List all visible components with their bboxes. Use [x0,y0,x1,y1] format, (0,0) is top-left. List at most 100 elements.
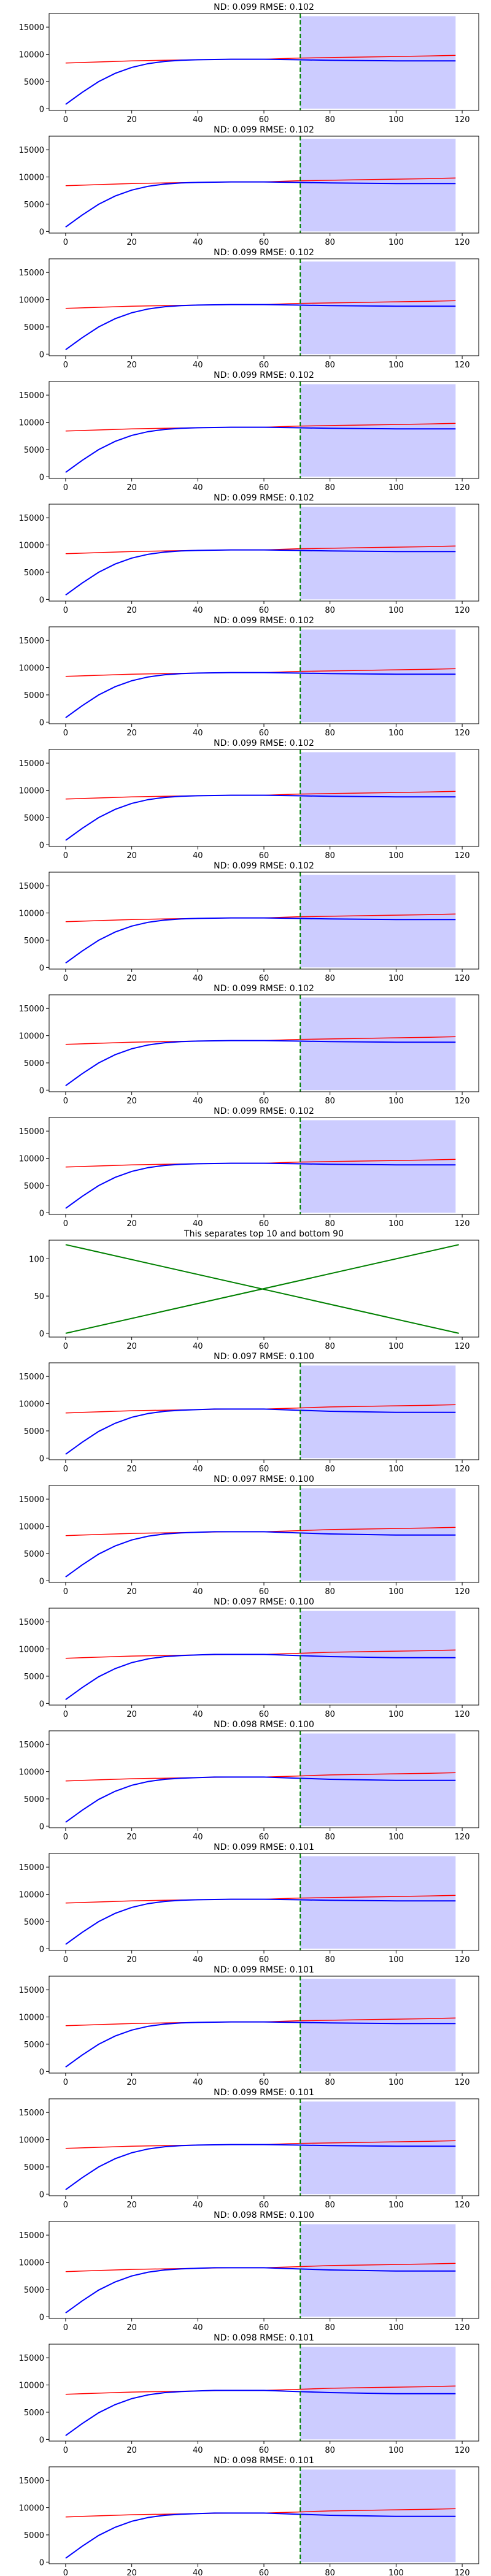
chart-title: ND: 0.098 RMSE: 0.101 [214,2333,314,2343]
forecast-series-line [65,1898,456,1945]
y-tick-label: 10000 [19,1523,44,1532]
x-tick-label: 0 [63,1955,68,1965]
chart-title: ND: 0.099 RMSE: 0.102 [214,861,314,871]
x-tick-label: 20 [126,729,137,738]
x-tick-label: 100 [389,483,404,493]
forecast-series-line [65,426,456,473]
forecast-series-line [65,1162,456,1209]
y-tick-label: 15000 [19,1863,44,1873]
x-tick-label: 120 [455,2201,470,2210]
chart-panel: ND: 0.099 RMSE: 0.102 0 20 40 60 80 100 120 0 500… [19,370,479,493]
x-tick-label: 100 [389,2323,404,2333]
y-tick-label: 10000 [19,174,44,183]
x-tick-label: 20 [126,2569,137,2576]
x-tick-label: 80 [325,1955,335,1965]
x-tick-label: 40 [193,2201,203,2210]
y-tick-label: 5000 [24,691,44,700]
x-tick-label: 120 [455,1587,470,1597]
y-tick-label: 15000 [19,2231,44,2241]
y-tick-label: 15000 [19,1618,44,1627]
x-tick-label: 60 [259,2323,269,2333]
x-tick-label: 100 [389,115,404,125]
chart-title: ND: 0.099 RMSE: 0.101 [214,2088,314,2098]
x-tick-label: 80 [325,1587,335,1597]
forecast-series-line [65,58,456,105]
x-tick-label: 120 [455,974,470,983]
x-tick-label: 0 [63,1587,68,1597]
x-tick-label: 100 [389,1097,404,1106]
x-tick-label: 60 [259,606,269,615]
forecast-series-line [65,549,456,596]
y-tick-label: 0 [39,2558,44,2567]
y-tick-label: 5000 [24,1427,44,1436]
y-tick-label: 10000 [19,2259,44,2268]
y-tick-label: 5000 [24,1918,44,1927]
x-tick-label: 80 [325,2078,335,2087]
x-tick-label: 120 [455,2323,470,2333]
x-tick-label: 40 [193,2446,203,2455]
x-tick-label: 20 [126,1465,137,1474]
chart-title: ND: 0.099 RMSE: 0.101 [214,1965,314,1975]
y-tick-label: 50 [34,1292,44,1301]
y-tick-label: 0 [39,1086,44,1095]
x-tick-label: 60 [259,238,269,247]
y-tick-label: 5000 [24,937,44,946]
chart-title: ND: 0.097 RMSE: 0.100 [214,1597,314,1607]
x-tick-label: 120 [455,1097,470,1106]
y-tick-label: 5000 [24,1550,44,1559]
y-tick-label: 10000 [19,2136,44,2145]
chart-title: ND: 0.097 RMSE: 0.100 [214,1474,314,1484]
y-tick-label: 15000 [19,1986,44,1995]
chart-panel: ND: 0.098 RMSE: 0.100 0 20 40 60 80 100 120 0 500… [19,1720,479,1842]
x-tick-label: 80 [325,238,335,247]
x-tick-label: 20 [126,1219,137,1229]
chart-panel: ND: 0.098 RMSE: 0.101 0 20 40 60 80 100 120 0 500… [19,2456,479,2576]
x-tick-label: 20 [126,606,137,615]
x-tick-label: 120 [455,238,470,247]
forecast-series-line [65,1408,456,1455]
chart-title: ND: 0.099 RMSE: 0.102 [214,2,314,12]
x-tick-label: 0 [63,1097,68,1106]
chart-title: ND: 0.098 RMSE: 0.100 [214,2210,314,2220]
y-tick-label: 100 [29,1255,44,1264]
x-tick-label: 40 [193,1097,203,1106]
x-tick-label: 40 [193,238,203,247]
x-tick-label: 40 [193,361,203,370]
x-tick-label: 40 [193,1587,203,1597]
prediction-region [300,139,456,232]
chart-panel: ND: 0.099 RMSE: 0.102 0 20 40 60 80 100 120 0 500… [19,248,479,370]
x-tick-label: 0 [63,1465,68,1474]
x-tick-label: 0 [63,361,68,370]
chart-title: ND: 0.099 RMSE: 0.102 [214,984,314,994]
chart-title: ND: 0.099 RMSE: 0.102 [214,248,314,258]
prediction-region [300,16,456,109]
chart-title: ND: 0.099 RMSE: 0.102 [214,370,314,380]
x-tick-label: 80 [325,115,335,125]
prediction-region [300,1979,456,2072]
y-tick-label: 15000 [19,1373,44,1382]
x-tick-label: 120 [455,1342,470,1351]
chart-panel: ND: 0.097 RMSE: 0.100 0 20 40 60 80 100 120 0 500… [19,1474,479,1597]
x-tick-label: 60 [259,1587,269,1597]
x-tick-label: 60 [259,2201,269,2210]
chart-panel: ND: 0.099 RMSE: 0.102 0 20 40 60 80 100 120 0 500… [19,493,479,615]
x-tick-label: 20 [126,115,137,125]
forecast-series-line [65,917,456,964]
x-tick-label: 0 [63,1833,68,1842]
x-tick-label: 20 [126,1342,137,1351]
forecast-series-line [65,304,456,351]
y-tick-label: 0 [39,228,44,237]
x-tick-label: 120 [455,2078,470,2087]
x-tick-label: 120 [455,115,470,125]
x-tick-label: 40 [193,974,203,983]
x-tick-label: 0 [63,2201,68,2210]
x-tick-label: 60 [259,1097,269,1106]
x-tick-label: 60 [259,483,269,493]
x-tick-label: 100 [389,851,404,861]
y-tick-label: 15000 [19,1127,44,1137]
x-tick-label: 40 [193,2569,203,2576]
y-tick-label: 15000 [19,1005,44,1014]
y-tick-label: 15000 [19,269,44,278]
x-tick-label: 60 [259,974,269,983]
